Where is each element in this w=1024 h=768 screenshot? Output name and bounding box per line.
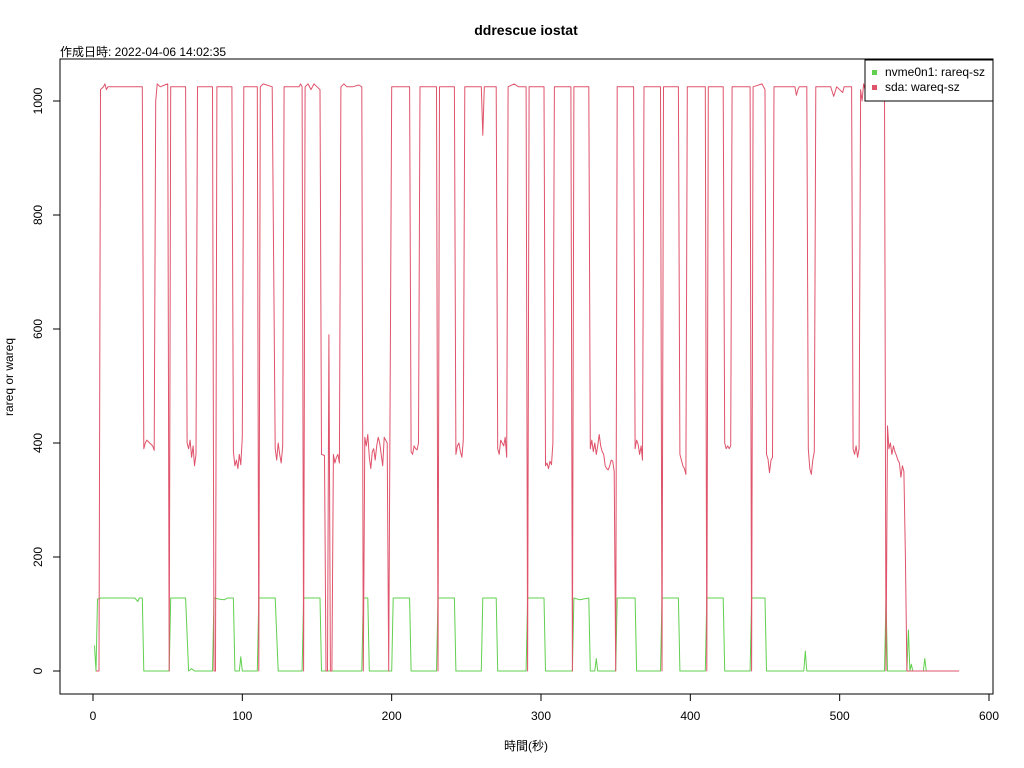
x-tick-label: 300 <box>531 709 551 723</box>
y-tick-label: 1000 <box>31 87 45 114</box>
legend-box <box>864 59 994 102</box>
x-tick-label: 0 <box>90 709 97 723</box>
legend-label-nvme0n1: nvme0n1: rareq-sz <box>885 65 985 79</box>
legend-label-sda: sda: wareq-sz <box>885 80 960 94</box>
series-line-nvme0n1 <box>94 597 960 672</box>
x-tick-label: 500 <box>830 709 850 723</box>
legend: nvme0n1: rareq-sz sda: wareq-sz <box>864 59 994 102</box>
series-layer <box>94 83 960 672</box>
legend-swatch-sda <box>872 85 877 90</box>
y-axis-label: rareq or wareq <box>2 338 16 416</box>
x-axis: 0 100 200 300 400 500 600 <box>90 693 999 723</box>
y-tick-label: 600 <box>31 319 45 339</box>
x-tick-label: 400 <box>680 709 700 723</box>
x-tick-label: 200 <box>382 709 402 723</box>
chart-subtitle: 作成日時: 2022-04-06 14:02:35 <box>60 45 226 59</box>
legend-swatch-nvme0n1 <box>872 70 877 75</box>
x-tick-label: 100 <box>232 709 252 723</box>
y-tick-label: 800 <box>31 205 45 225</box>
y-axis: 0 200 400 600 800 1000 <box>31 87 61 674</box>
x-tick-label: 600 <box>979 709 999 723</box>
y-tick-label: 200 <box>31 547 45 567</box>
y-tick-label: 400 <box>31 433 45 453</box>
y-tick-label: 0 <box>31 667 45 674</box>
series-line-sda <box>96 83 960 672</box>
chart-title: ddrescue iostat <box>474 22 578 38</box>
x-axis-label: 時間(秒) <box>504 739 548 753</box>
